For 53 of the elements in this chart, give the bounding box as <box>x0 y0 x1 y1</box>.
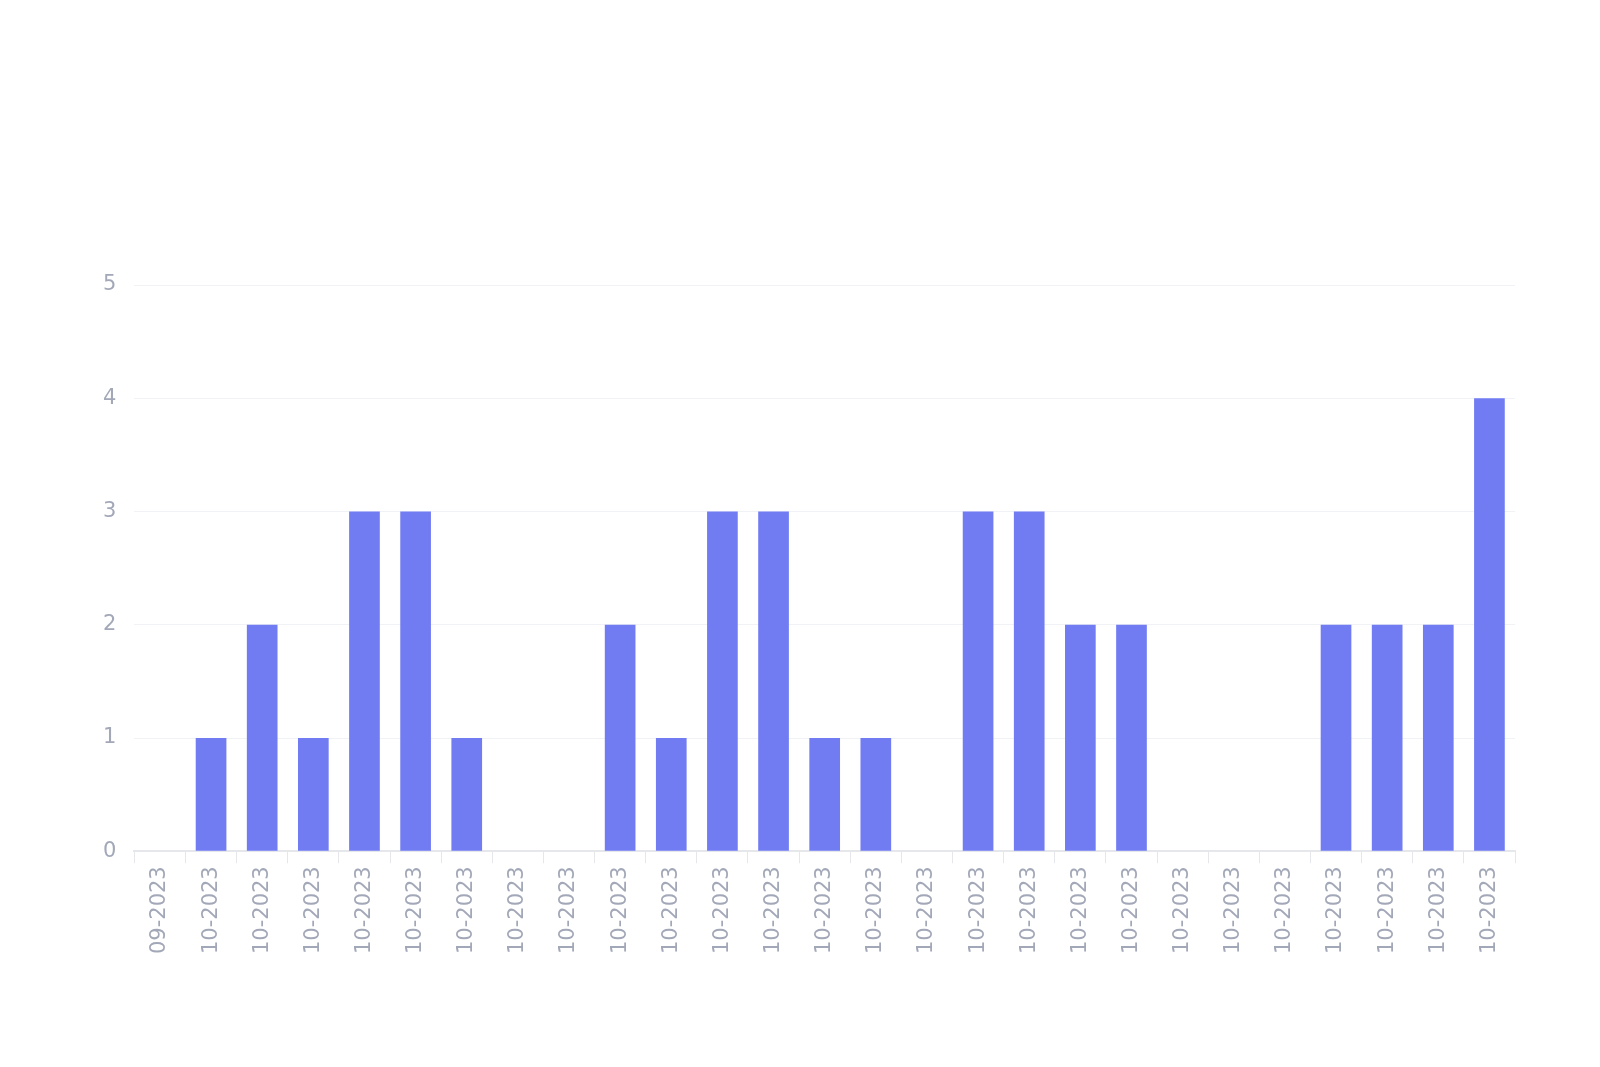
x-tick-label: 10-2023 <box>708 866 733 955</box>
bar <box>451 738 483 851</box>
x-tick-label: 10-2023 <box>1271 866 1296 955</box>
bar <box>297 738 329 851</box>
x-tick-label: 10-2023 <box>862 866 887 955</box>
y-tick-label: 2 <box>102 611 117 636</box>
bar <box>655 738 687 851</box>
x-tick-label: 10-2023 <box>760 866 784 955</box>
x-tick-label: 10-2023 <box>299 866 324 955</box>
bar <box>1422 624 1454 851</box>
bar <box>1371 624 1403 851</box>
x-tick-label: 10-2023 <box>1322 866 1347 955</box>
x-tick-label: 10-2023 <box>197 866 222 955</box>
y-tick-label: 5 <box>102 271 117 296</box>
x-tick-label: 10-2023 <box>1015 866 1040 955</box>
x-tick-label: 10-2023 <box>606 866 631 955</box>
x-tick-label: 10-2023 <box>1424 866 1449 955</box>
y-tick-label: 4 <box>102 384 117 409</box>
x-tick-label: 10-2023 <box>1066 866 1091 955</box>
bar <box>604 624 636 851</box>
x-tick-label: 10-2023 <box>453 866 478 955</box>
bar <box>400 511 431 851</box>
bar <box>758 511 789 851</box>
x-tick-label: 10-2023 <box>555 866 580 955</box>
x-tick-label: 10-2023 <box>1117 866 1142 955</box>
x-tick-label: 10-2023 <box>402 866 427 955</box>
bar <box>1013 511 1045 851</box>
bar <box>1065 624 1096 851</box>
y-tick-label: 1 <box>102 724 117 749</box>
x-tick-label: 10-2023 <box>1220 866 1245 955</box>
bar <box>246 624 278 851</box>
bar <box>1116 624 1147 851</box>
x-tick-label: 10-2023 <box>248 866 273 955</box>
bar <box>1320 624 1352 851</box>
x-tick-label: 10-2023 <box>350 866 375 955</box>
x-tick-label: 10-2023 <box>504 866 529 955</box>
bar <box>195 738 227 851</box>
x-tick-label: 10-2023 <box>811 866 836 955</box>
y-tick-label: 0 <box>102 837 117 862</box>
bar <box>962 511 994 851</box>
x-tick-label: 10-2023 <box>1475 866 1500 955</box>
bar <box>349 511 380 851</box>
x-tick-label: 10-2023 <box>1373 866 1398 955</box>
bar <box>707 511 738 851</box>
x-tick-label: 10-2023 <box>1169 866 1194 955</box>
bar <box>809 738 841 851</box>
x-tick-label: 10-2023 <box>657 866 682 955</box>
x-tick-label: 10-2023 <box>913 866 938 955</box>
y-tick-label: 3 <box>102 497 117 522</box>
x-tick-label: 10-2023 <box>964 866 989 955</box>
bar <box>860 738 892 851</box>
bar <box>1474 398 1505 851</box>
x-tick-label: 09-2023 <box>146 866 171 955</box>
